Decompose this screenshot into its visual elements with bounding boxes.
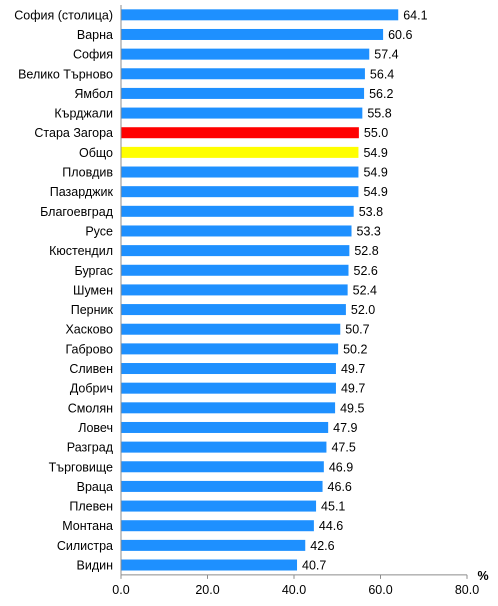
data-label: 56.2 xyxy=(369,87,393,101)
category-label: Благоевград xyxy=(40,205,114,219)
data-label: 54.9 xyxy=(363,185,387,199)
data-label: 53.8 xyxy=(359,205,383,219)
data-label: 46.6 xyxy=(328,480,352,494)
category-label: Перник xyxy=(71,303,114,317)
bar xyxy=(121,441,327,453)
bar xyxy=(121,402,336,414)
category-label: Пловдив xyxy=(62,166,113,180)
bar xyxy=(121,480,323,492)
bar xyxy=(121,245,350,257)
category-label: София (столица) xyxy=(14,8,113,22)
bar xyxy=(121,382,336,394)
data-label: 56.4 xyxy=(370,67,394,81)
data-label: 52.6 xyxy=(354,264,378,278)
bar xyxy=(121,421,329,433)
bar xyxy=(121,87,365,99)
category-label: Смолян xyxy=(68,401,113,415)
category-label: Стара Загора xyxy=(34,126,113,140)
category-label: Бургас xyxy=(75,264,113,278)
data-label: 49.5 xyxy=(340,401,364,415)
category-label: Кюстендил xyxy=(49,244,113,258)
bar xyxy=(121,461,324,473)
bar xyxy=(121,264,349,276)
data-label: 64.1 xyxy=(403,8,427,22)
bar xyxy=(121,559,298,571)
bar xyxy=(121,323,341,335)
x-tick-label: 0.0 xyxy=(112,583,129,597)
category-label: Сливен xyxy=(69,362,113,376)
category-label: Русе xyxy=(85,224,113,238)
category-label: Велико Търново xyxy=(18,67,113,81)
bar xyxy=(121,166,359,178)
bar xyxy=(121,68,365,80)
category-label: Шумен xyxy=(73,283,113,297)
category-label: Монтана xyxy=(62,519,113,533)
category-label: Разград xyxy=(67,441,114,455)
data-label: 53.3 xyxy=(357,224,381,238)
x-tick-label: 80.0 xyxy=(455,583,479,597)
category-label: Силистра xyxy=(57,539,113,553)
category-labels: София (столица) Варна София Велико Търново Я… xyxy=(14,8,113,572)
category-label: Варна xyxy=(77,28,113,42)
bar xyxy=(121,9,399,21)
data-label: 50.2 xyxy=(343,342,367,356)
category-label: Враца xyxy=(77,480,113,494)
data-label: 47.5 xyxy=(331,441,355,455)
data-label: 54.9 xyxy=(363,146,387,160)
category-label: Търговище xyxy=(49,460,113,474)
data-label: 52.4 xyxy=(353,283,377,297)
category-label: Габрово xyxy=(65,342,113,356)
bar xyxy=(121,304,346,316)
bar xyxy=(121,363,336,375)
x-tick-label: 60.0 xyxy=(368,583,392,597)
data-label: 44.6 xyxy=(319,519,343,533)
category-label: Добрич xyxy=(70,382,113,396)
bar xyxy=(121,127,359,139)
category-label: Ямбол xyxy=(74,87,113,101)
data-label: 49.7 xyxy=(341,382,365,396)
data-label: 57.4 xyxy=(374,48,398,62)
category-label: Ловеч xyxy=(78,421,113,435)
data-label: 55.0 xyxy=(364,126,388,140)
bar xyxy=(121,225,352,237)
bar xyxy=(121,48,370,60)
data-label: 50.7 xyxy=(345,323,369,337)
bar xyxy=(121,539,306,551)
data-label: 45.1 xyxy=(321,500,345,514)
bar xyxy=(121,146,359,158)
data-label: 55.8 xyxy=(367,107,391,121)
data-label: 52.0 xyxy=(351,303,375,317)
bar xyxy=(121,343,339,355)
category-label: Хасково xyxy=(65,323,113,337)
category-label: София xyxy=(73,48,113,62)
data-label: 46.9 xyxy=(329,460,353,474)
x-axis: 0.0 20.0 40.0 60.0 80.0% xyxy=(112,5,489,597)
x-tick-label: 40.0 xyxy=(282,583,306,597)
data-label: 42.6 xyxy=(310,539,334,553)
data-label: 52.8 xyxy=(354,244,378,258)
data-label: 54.9 xyxy=(363,166,387,180)
category-label: Общо xyxy=(79,146,113,160)
x-unit-label: % xyxy=(477,569,488,583)
category-label: Видин xyxy=(77,559,114,573)
category-label: Плевен xyxy=(69,500,113,514)
data-label: 40.7 xyxy=(302,559,326,573)
data-label: 47.9 xyxy=(333,421,357,435)
category-label: Пазарджик xyxy=(50,185,114,199)
data-label: 49.7 xyxy=(341,362,365,376)
x-tick-label: 20.0 xyxy=(195,583,219,597)
data-label: 60.6 xyxy=(388,28,412,42)
value-labels: 64.1 60.6 57.4 56.4 56.2 55.8 55.0 54.9 54.9 54.9… xyxy=(302,8,428,572)
bar xyxy=(121,107,363,119)
bar xyxy=(121,520,314,532)
bar xyxy=(121,284,348,296)
bar xyxy=(121,205,354,217)
bar xyxy=(121,500,317,512)
bars xyxy=(121,9,399,571)
category-label: Кърджали xyxy=(54,107,113,121)
bar xyxy=(121,186,359,198)
bar xyxy=(121,28,384,40)
